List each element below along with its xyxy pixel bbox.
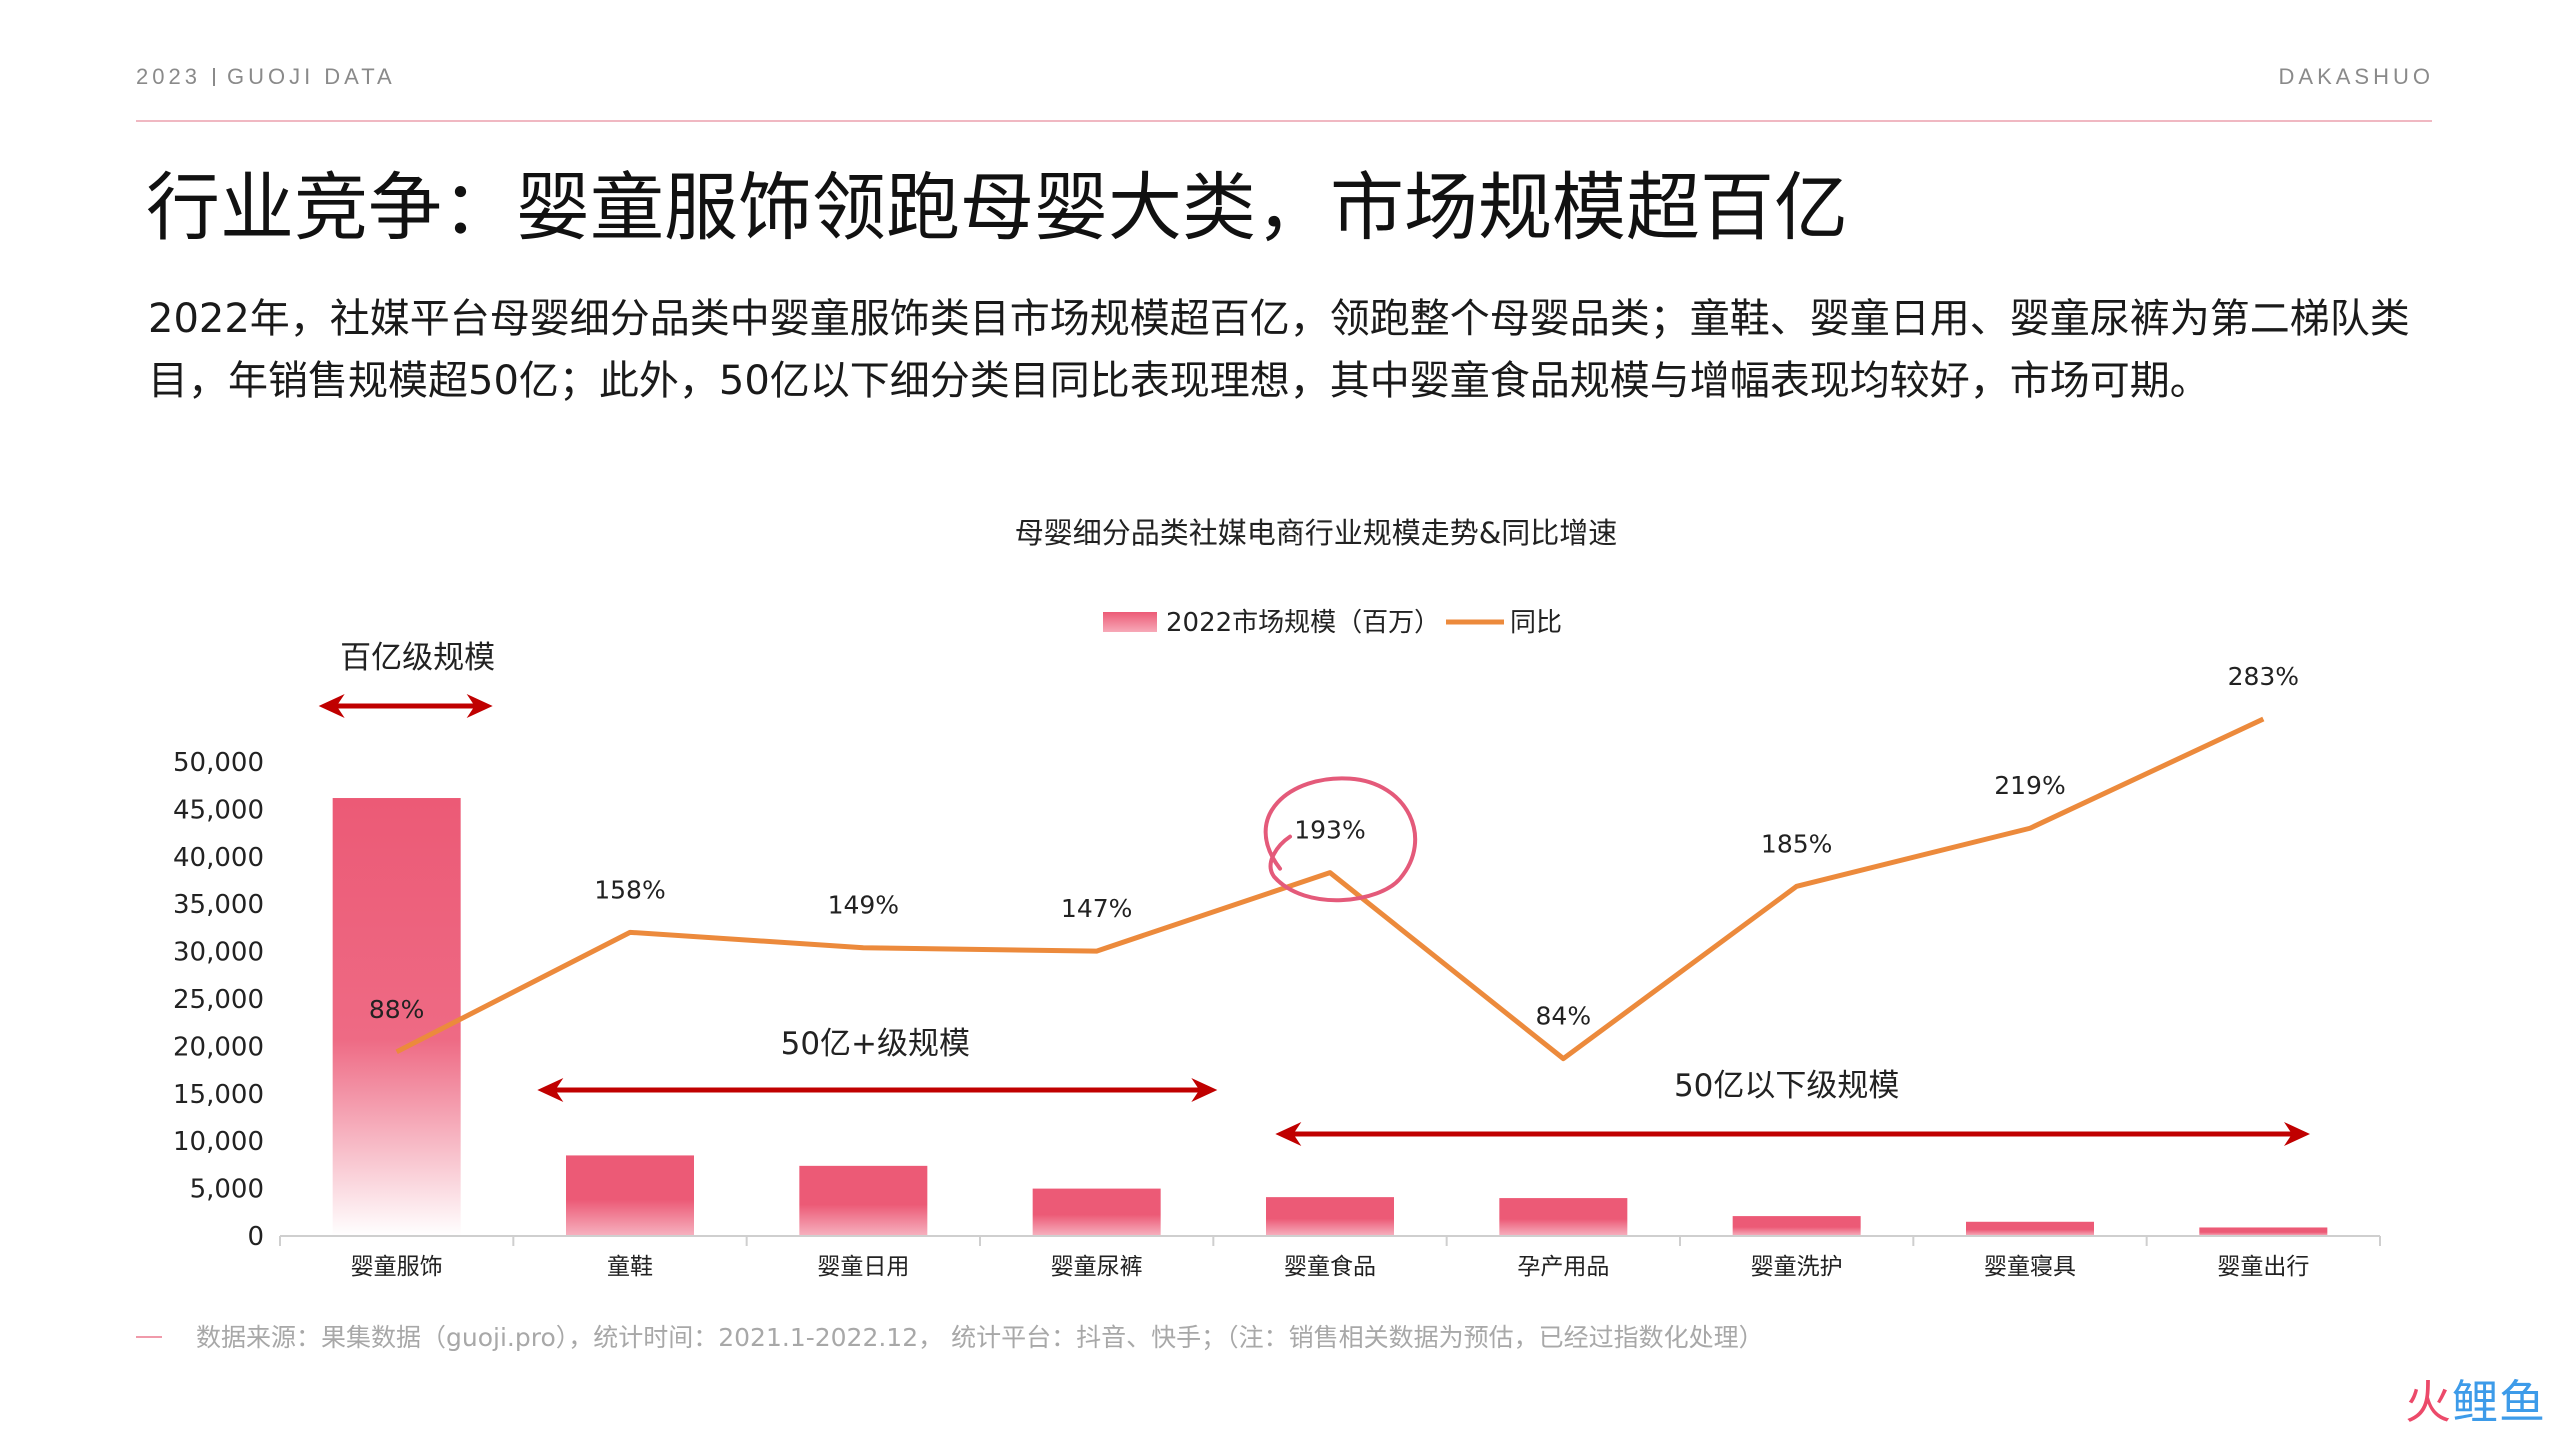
legend-label-line: 同比 [1510, 608, 1562, 638]
range-annotation-2: 50亿+级规模 [537, 1026, 1218, 1102]
growth-label: 149% [828, 891, 899, 920]
growth-label: 88% [369, 995, 425, 1024]
x-tick-label: 孕产用品 [1517, 1254, 1609, 1280]
growth-label: 84% [1536, 1002, 1592, 1031]
range-label: 50亿以下级规模 [1674, 1068, 1899, 1104]
growth-label: 193% [1294, 816, 1365, 845]
x-tick-label: 婴童寝具 [1984, 1254, 2076, 1280]
y-tick-label: 0 [247, 1222, 264, 1252]
range-arrow-head-right [466, 694, 493, 718]
x-tick-label: 婴童食品 [1284, 1254, 1376, 1280]
y-tick-label: 50,000 [173, 748, 264, 778]
growth-label: 283% [2228, 662, 2299, 691]
range-arrow-head-left [537, 1078, 564, 1102]
header-left: 2023 GUOJI DATA [136, 64, 396, 90]
x-tick-label: 婴童日用 [817, 1254, 909, 1280]
footer-dash [136, 1336, 162, 1338]
chart-legend: 2022市场规模（百万） 同比 [1103, 608, 1562, 638]
legend-label-bar: 2022市场规模（百万） [1166, 608, 1440, 638]
header-brand: GUOJI DATA [226, 64, 396, 89]
bar-7 [1732, 1216, 1861, 1236]
bar-5 [1266, 1197, 1394, 1236]
y-tick-label: 5,000 [190, 1175, 264, 1205]
x-tick-label: 婴童尿裤 [1051, 1254, 1143, 1280]
bar-8 [1966, 1221, 2094, 1236]
range-arrow-head-right [2284, 1122, 2310, 1146]
growth-label: 185% [1761, 829, 1832, 858]
bar-6 [1499, 1198, 1628, 1236]
bar-2 [566, 1155, 694, 1236]
y-tick-label: 15,000 [173, 1080, 264, 1110]
x-tick-label: 婴童洗护 [1751, 1254, 1843, 1280]
y-tick-label: 45,000 [173, 795, 264, 825]
growth-label: 158% [594, 875, 665, 904]
bar-4 [1032, 1188, 1161, 1236]
y-tick-label: 20,000 [173, 1032, 264, 1062]
range-arrow-head-left [1275, 1122, 1302, 1146]
logo-part-1: 火 [2405, 1375, 2452, 1429]
legend-swatch-bar [1103, 612, 1157, 632]
header-divider [136, 120, 2432, 122]
site-logo: 火鲤鱼 [2405, 1366, 2546, 1432]
page-title: 行业竞争：婴童服饰领跑母婴大类，市场规模超百亿 [146, 165, 1848, 251]
range-label: 50亿+级规模 [781, 1026, 970, 1062]
footer-source: 数据来源：果集数据（guoji.pro），统计时间：2021.1-2022.12… [136, 1318, 1764, 1354]
range-annotation-1: 百亿级规模 [318, 640, 495, 718]
logo-part-2: 鲤鱼 [2452, 1375, 2546, 1429]
body-paragraph: 2022年，社媒平台母婴细分品类中婴童服饰类目市场规模超百亿，领跑整个母婴品类；… [148, 296, 2410, 404]
y-tick-label: 35,000 [173, 890, 264, 920]
y-tick-label: 10,000 [173, 1127, 264, 1157]
range-arrow-head-left [318, 694, 345, 718]
y-tick-label: 30,000 [173, 938, 264, 968]
footer-text: 数据来源：果集数据（guoji.pro），统计时间：2021.1-2022.12… [196, 1323, 1764, 1352]
y-tick-label: 25,000 [173, 985, 264, 1015]
header-separator [212, 68, 215, 86]
header-right-brand: DAKASHUO [2278, 64, 2434, 89]
bar-1 [332, 798, 461, 1236]
header-year: 2023 [136, 64, 201, 89]
bar-3 [799, 1165, 928, 1236]
x-tick-label: 童鞋 [607, 1254, 653, 1280]
bar-9 [2199, 1227, 2328, 1236]
range-label: 百亿级规模 [340, 640, 495, 676]
growth-line [395, 716, 2265, 1062]
x-tick-label: 婴童服饰 [351, 1254, 443, 1280]
highlight-circle [1263, 776, 1418, 903]
y-tick-label: 40,000 [173, 843, 264, 873]
range-annotation-3: 50亿以下级规模 [1275, 1068, 2310, 1146]
x-tick-label: 婴童出行 [2217, 1254, 2309, 1280]
range-arrow-head-right [1191, 1078, 1218, 1102]
chart-title: 母婴细分品类社媒电商行业规模走势&同比增速 [1015, 516, 1618, 550]
growth-label: 219% [1994, 771, 2065, 800]
growth-label: 147% [1061, 894, 1132, 923]
